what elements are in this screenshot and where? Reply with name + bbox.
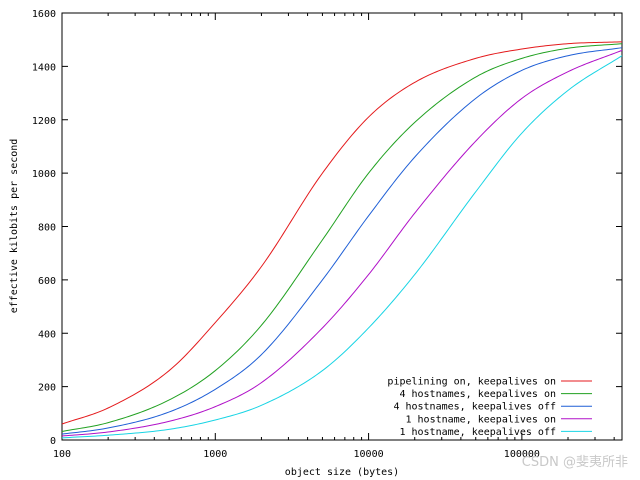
y-axis-label: effective kilobits per second [9,139,20,314]
series-lines [61,41,623,439]
legend-label: 1 hostname, keepalives off [399,427,556,438]
series-line-1 [61,41,623,425]
y-tick-labels: 0 200 400 600 800 1000 1200 1400 1600 [32,9,56,447]
y-tick-label: 1000 [32,169,56,180]
series-line-4 [61,49,623,437]
y-tick-label: 600 [38,276,56,287]
y-tick-label: 1400 [32,62,56,73]
watermark-text: CSDN @斐夷所非 [522,454,628,470]
series-line-3 [61,47,623,435]
legend-label: 4 hostnames, keepalives off [393,402,556,413]
legend-label: 1 hostname, keepalives on [405,414,556,425]
x-tick-label: 100 [53,449,71,460]
series-line-5 [61,55,623,439]
y-tick-label: 800 [38,223,56,234]
y-tick-label: 200 [38,383,56,394]
legend-label: pipelining on, keepalives on [387,377,556,388]
x-tick-label: 100000 [504,449,540,460]
y-tick-label: 400 [38,329,56,340]
x-tick-label: 1000 [203,449,227,460]
y-tick-label: 1600 [32,9,56,20]
y-tick-label: 1200 [32,116,56,127]
legend: pipelining on, keepalives on4 hostnames,… [387,377,592,438]
legend-label: 4 hostnames, keepalives on [399,389,556,400]
axis-ticks [61,12,622,441]
x-tick-labels: 100 1000 10000 100000 [53,449,540,460]
series-line-2 [61,43,623,432]
x-tick-label: 10000 [354,449,384,460]
x-axis-label: object size (bytes) [285,467,399,478]
y-tick-label: 0 [50,436,56,447]
